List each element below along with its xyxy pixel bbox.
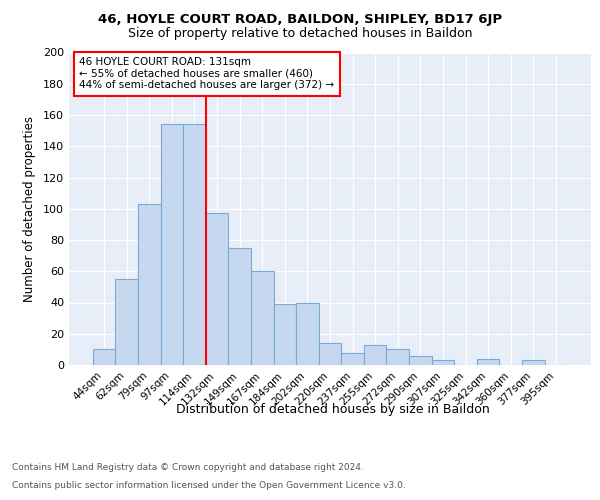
Text: Size of property relative to detached houses in Baildon: Size of property relative to detached ho… <box>128 28 472 40</box>
Bar <box>274 304 296 365</box>
Text: Distribution of detached houses by size in Baildon: Distribution of detached houses by size … <box>176 402 490 415</box>
Bar <box>229 248 251 365</box>
Bar <box>431 360 454 365</box>
Bar <box>138 204 161 365</box>
Bar <box>206 214 229 365</box>
Bar <box>296 302 319 365</box>
Y-axis label: Number of detached properties: Number of detached properties <box>23 116 36 302</box>
Bar <box>161 124 183 365</box>
Bar <box>522 360 545 365</box>
Text: 46 HOYLE COURT ROAD: 131sqm
← 55% of detached houses are smaller (460)
44% of se: 46 HOYLE COURT ROAD: 131sqm ← 55% of det… <box>79 57 335 90</box>
Bar <box>341 352 364 365</box>
Text: Contains public sector information licensed under the Open Government Licence v3: Contains public sector information licen… <box>12 481 406 490</box>
Text: 46, HOYLE COURT ROAD, BAILDON, SHIPLEY, BD17 6JP: 46, HOYLE COURT ROAD, BAILDON, SHIPLEY, … <box>98 12 502 26</box>
Bar <box>364 344 386 365</box>
Bar <box>251 271 274 365</box>
Bar <box>183 124 206 365</box>
Bar <box>93 350 115 365</box>
Bar <box>115 279 138 365</box>
Bar <box>319 343 341 365</box>
Bar <box>409 356 431 365</box>
Bar <box>386 350 409 365</box>
Text: Contains HM Land Registry data © Crown copyright and database right 2024.: Contains HM Land Registry data © Crown c… <box>12 464 364 472</box>
Bar <box>477 359 499 365</box>
